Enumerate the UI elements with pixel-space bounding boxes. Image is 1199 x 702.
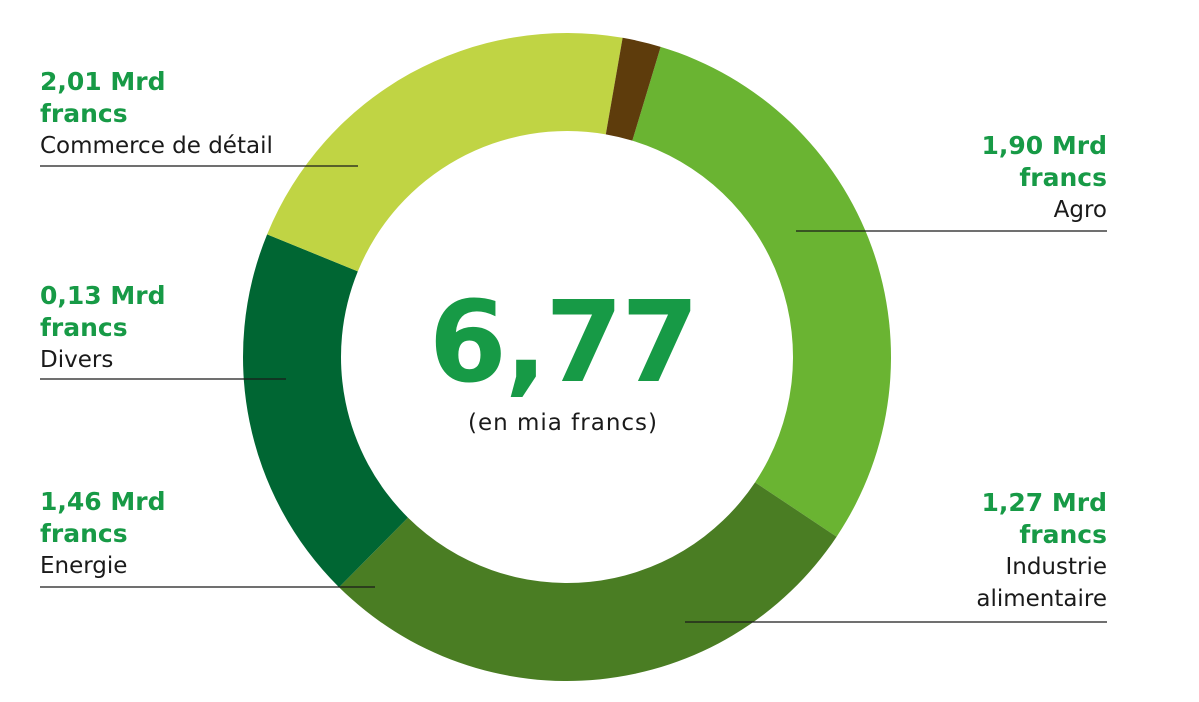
total-value: 6,77: [428, 278, 699, 408]
data-label-value: 0,13 Mrd francs: [40, 281, 166, 342]
label-energie: 1,46 Mrd francs Energie: [40, 486, 190, 582]
data-label-value: 1,90 Mrd francs: [981, 131, 1108, 192]
slice-industrie-alimentaire: [243, 234, 408, 588]
slice-agro: [339, 482, 837, 681]
label-divers: 0,13 Mrd francs Divers: [40, 280, 190, 376]
donut-slices: [243, 32, 891, 681]
slice-divers: [605, 37, 661, 141]
slice-energie: [267, 32, 623, 272]
data-label-value: 2,01 Mrd francs: [40, 67, 166, 128]
data-label-category: Commerce de détail: [40, 133, 273, 159]
data-label-value: 1,46 Mrd francs: [40, 487, 166, 548]
label-commerce-de-detail: 2,01 Mrd francs Commerce de détail: [40, 66, 273, 162]
leader-lines: [40, 165, 1107, 623]
data-label-category: Divers: [40, 347, 114, 373]
data-label-category: Industrie alimentaire: [976, 554, 1107, 612]
data-label-category: Agro: [1053, 197, 1107, 223]
data-label-value: 1,27 Mrd francs: [981, 488, 1108, 549]
total-unit: (en mia francs): [467, 410, 659, 436]
label-industrie-alimentaire: 1,27 Mrd francs Industrie alimentaire: [905, 487, 1107, 615]
slice-commerce-de-d-tail: [632, 46, 891, 537]
label-agro: 1,90 Mrd francs Agro: [905, 130, 1108, 226]
data-label-category: Energie: [40, 553, 128, 579]
